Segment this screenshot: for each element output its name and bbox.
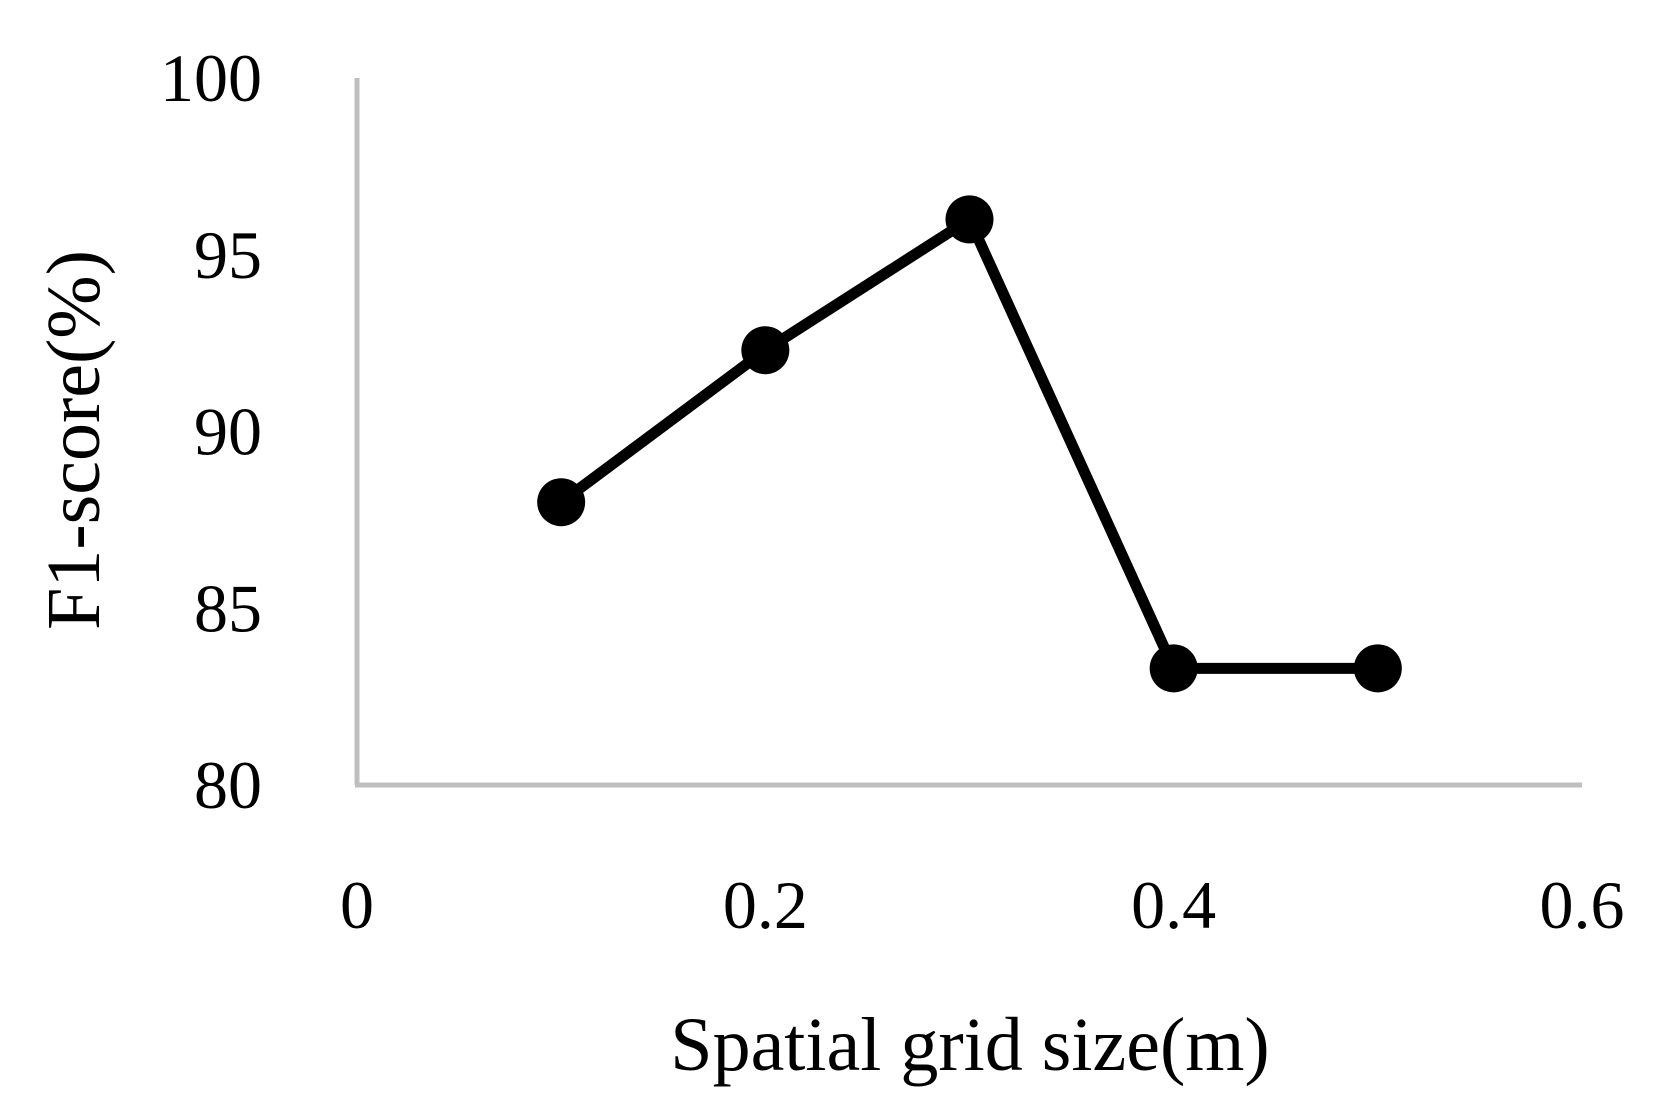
y-tick-label: 100 bbox=[160, 40, 262, 116]
x-tick-labels: 0 0.2 0.4 0.6 bbox=[340, 867, 1625, 943]
y-axis-title: F1-score(%) bbox=[32, 250, 116, 630]
y-tick-label: 85 bbox=[194, 570, 262, 646]
data-point bbox=[1149, 644, 1198, 693]
data-point bbox=[537, 478, 586, 527]
x-tick-label: 0.2 bbox=[723, 867, 808, 943]
x-tick-label: 0.4 bbox=[1131, 867, 1216, 943]
x-tick-label: 0.6 bbox=[1540, 867, 1625, 943]
data-point bbox=[741, 326, 790, 375]
y-tick-label: 90 bbox=[194, 394, 262, 470]
series-group bbox=[537, 195, 1402, 693]
x-tick-label: 0 bbox=[340, 867, 374, 943]
series-line bbox=[557, 211, 1378, 674]
data-point bbox=[1353, 644, 1402, 693]
x-axis-title: Spatial grid size(m) bbox=[670, 1003, 1269, 1087]
y-tick-label: 80 bbox=[194, 747, 262, 823]
axes bbox=[354, 78, 1582, 788]
data-point bbox=[945, 195, 994, 244]
y-tick-labels: 80 85 90 95 100 bbox=[160, 40, 262, 823]
y-tick-label: 95 bbox=[194, 217, 262, 293]
